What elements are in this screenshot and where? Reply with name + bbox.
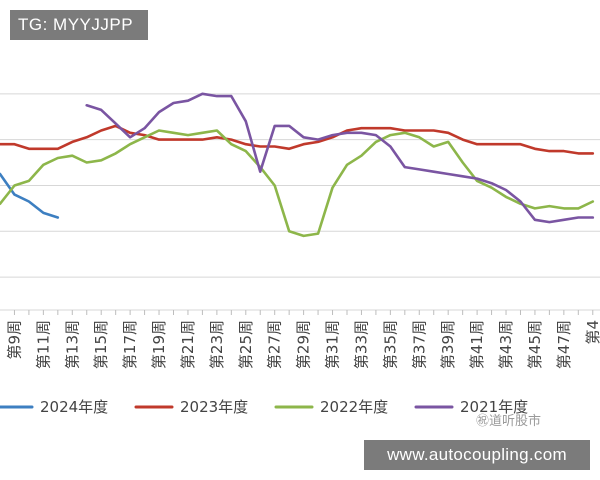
series-line-2022 [0, 129, 595, 238]
x-tick-label: 第25周 [237, 320, 255, 369]
series-line-2024 [0, 172, 60, 219]
x-tick-label: 第21周 [179, 320, 197, 369]
x-tick-label: 第19周 [150, 320, 168, 369]
x-tick-label: 第47周 [555, 320, 573, 369]
x-axis-tick-labels: 第9周 第11周 第13周 第15周 第17周 第19周 第21周 第23周 第25周 第27周第… [5, 320, 600, 369]
series-line-2021 [85, 92, 595, 224]
channel-badge: TG: MYYJJPP [10, 10, 148, 40]
x-tick-label: 第29周 [295, 320, 313, 369]
legend-label-2023: 2023年度 [180, 398, 248, 416]
x-tick-label: 第23周 [208, 320, 226, 369]
x-tick-label: 第13周 [63, 320, 81, 369]
x-tick-label: 第31周 [324, 320, 342, 369]
x-tick-label: 第35周 [381, 320, 399, 369]
x-tick-label: 第17周 [121, 320, 139, 369]
legend-label-2024: 2024年度 [40, 398, 108, 416]
x-tick-label: 第41周 [468, 320, 486, 369]
x-tick-label: 第9周 [5, 320, 23, 360]
x-tick-label: 第39周 [439, 320, 457, 369]
url-badge: www.autocoupling.com [364, 440, 590, 470]
x-tick-label: 第33周 [352, 320, 370, 369]
x-tick-label: 第4 [584, 320, 600, 345]
legend-label-2022: 2022年度 [320, 398, 388, 416]
watermark-text: ㊗道听股市 [476, 414, 542, 429]
x-tick-label: 第15周 [92, 320, 110, 369]
plot-panel [0, 48, 600, 440]
legend-label-2021: 2021年度 [460, 398, 528, 416]
x-tick-label: 第45周 [526, 320, 544, 369]
series-lines [0, 92, 595, 238]
x-tick-label: 第43周 [497, 320, 515, 369]
series-line-2023 [0, 124, 595, 155]
x-tick-label: 第37周 [410, 320, 428, 369]
x-tick-label: 第11周 [34, 320, 52, 369]
gridlines [0, 93, 600, 315]
legend: 2024年度 2023年度 2022年度 2021年度 [0, 398, 528, 416]
x-tick-label: 第27周 [266, 320, 284, 369]
